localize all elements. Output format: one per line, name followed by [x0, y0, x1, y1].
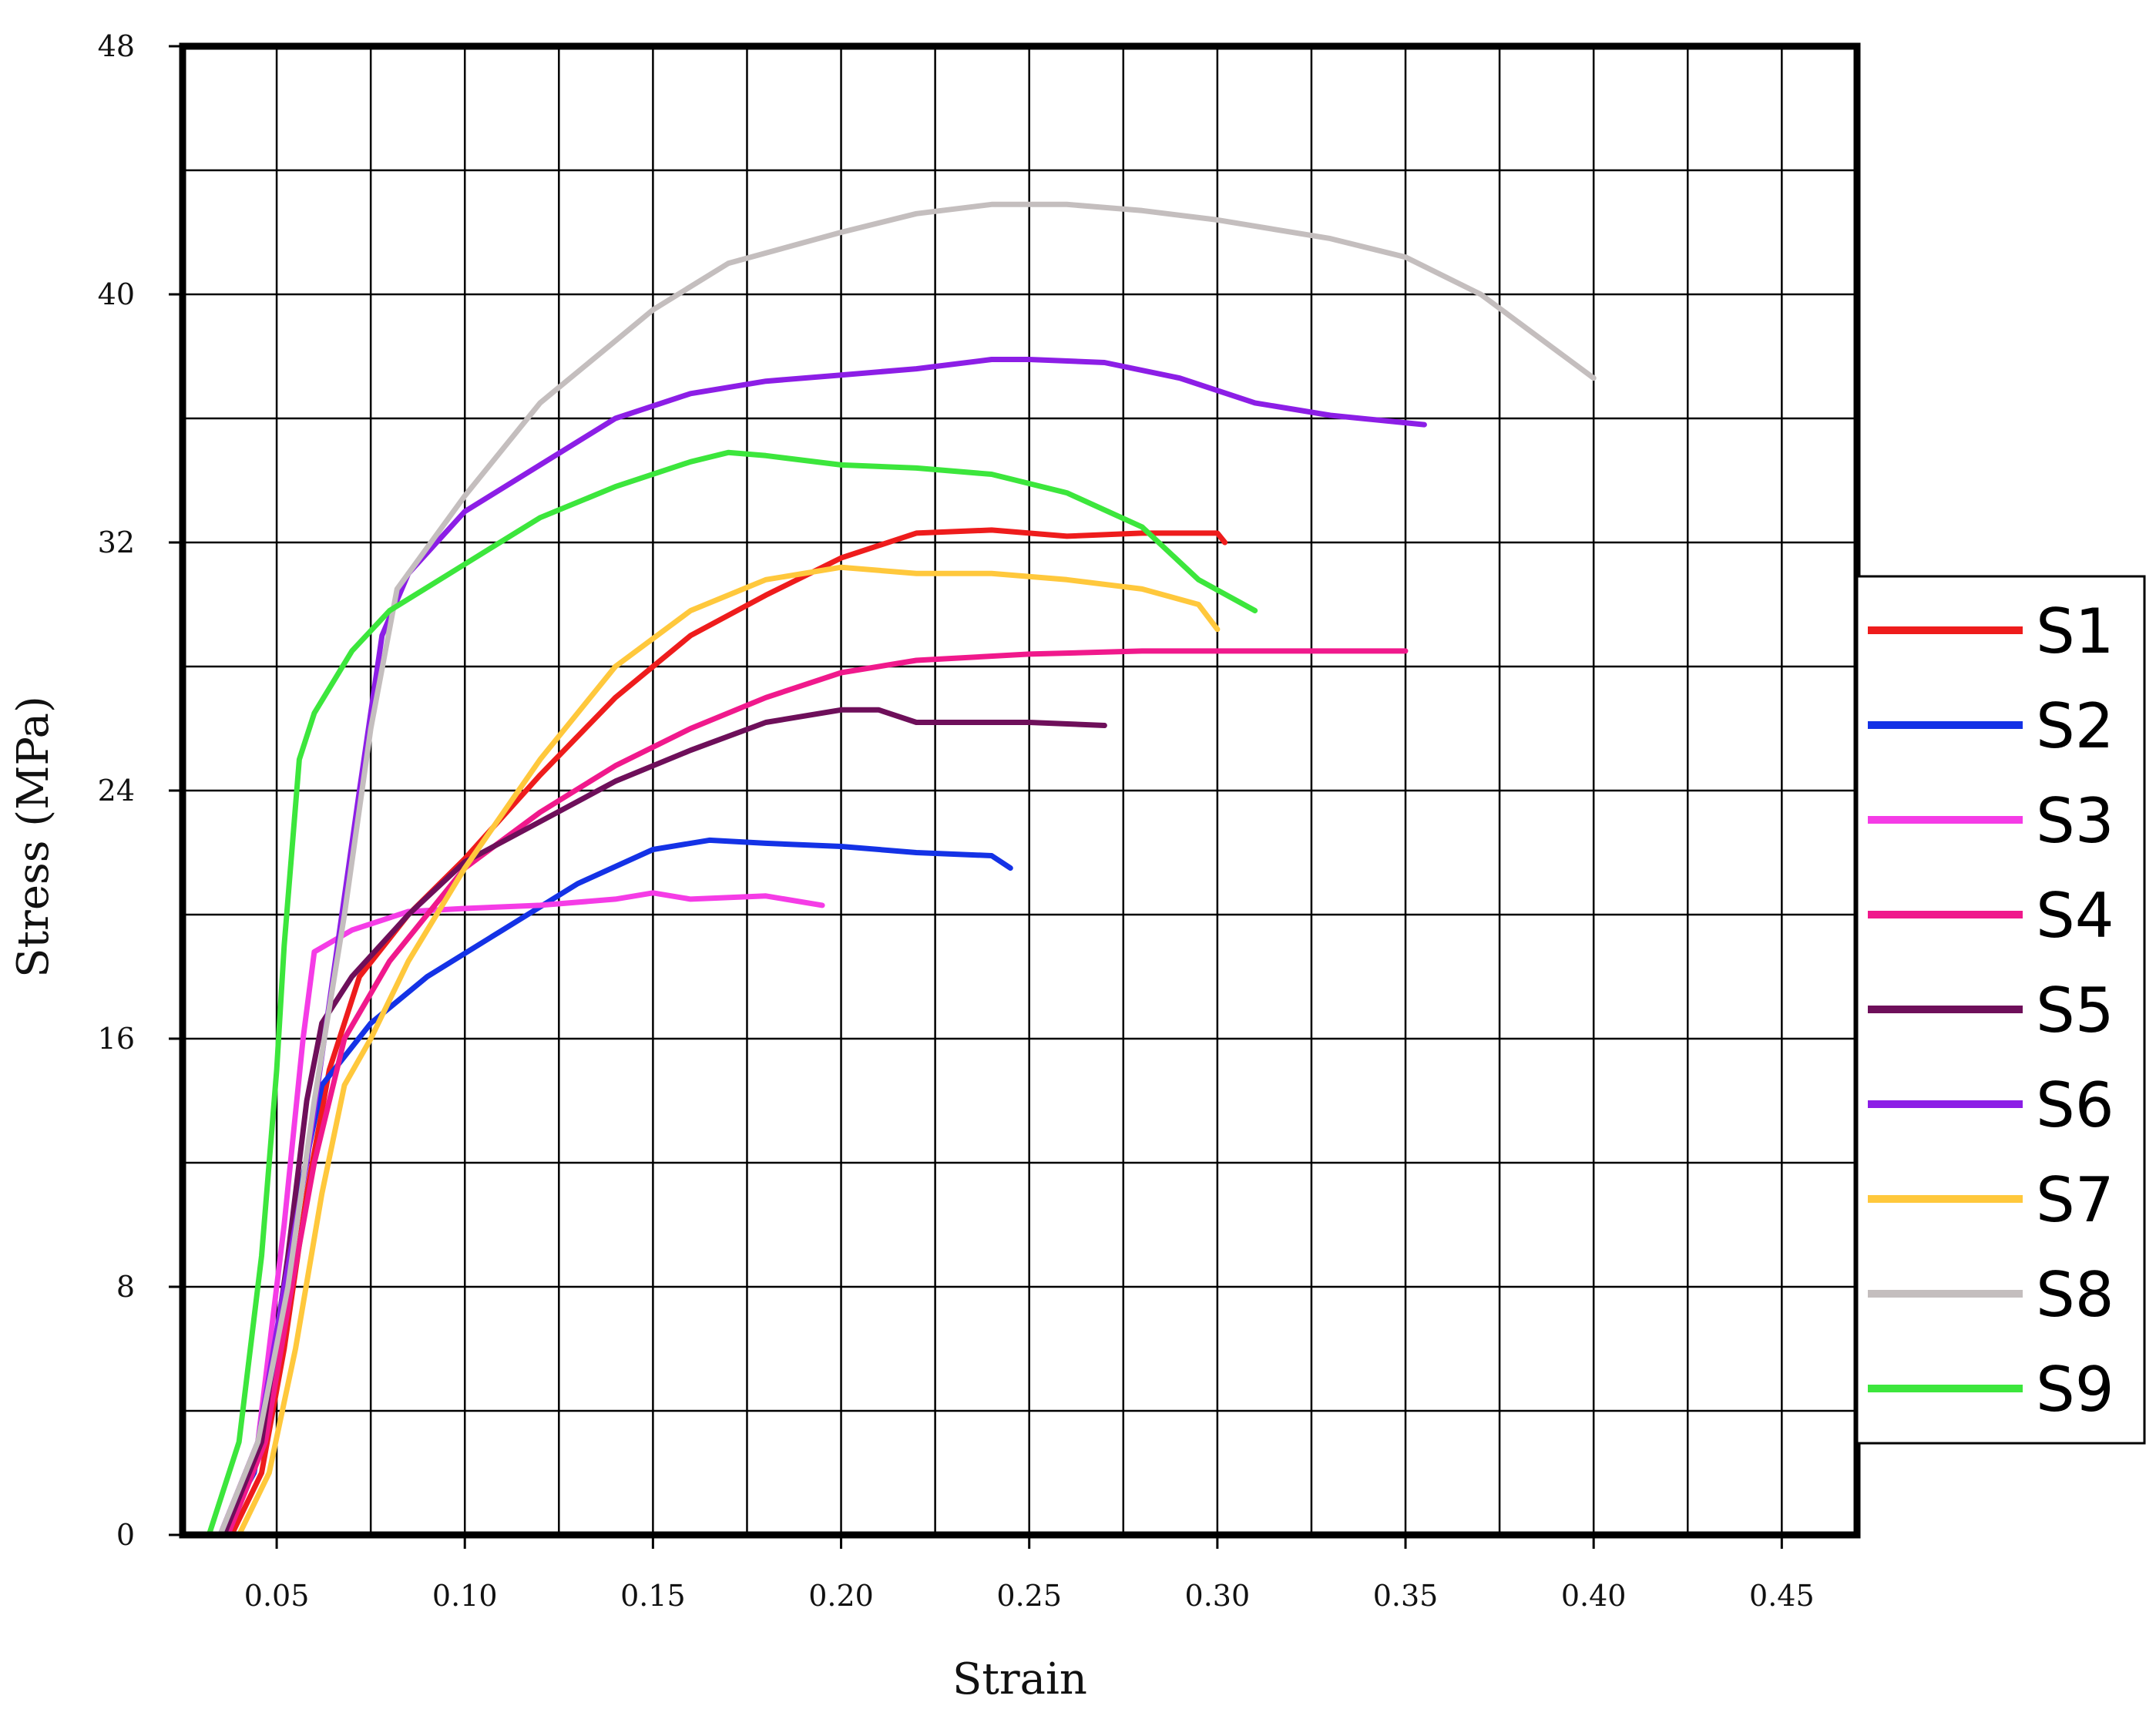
legend-label-s1: S1 — [2036, 596, 2114, 667]
x-tick-label: 0.40 — [1561, 1579, 1627, 1613]
y-tick-label: 24 — [98, 774, 135, 808]
legend-label-s4: S4 — [2036, 880, 2114, 952]
x-tick-label: 0.05 — [244, 1579, 310, 1613]
legend-label-s7: S7 — [2036, 1164, 2114, 1236]
x-axis-ticks: 0.05 0.10 0.15 0.20 0.25 0.30 0.35 0.40 0.45 — [244, 1535, 1815, 1613]
y-tick-label: 48 — [98, 29, 135, 63]
x-axis-title: Strain — [952, 1654, 1087, 1704]
x-tick-label: 0.20 — [808, 1579, 874, 1613]
x-tick-label: 0.30 — [1185, 1579, 1251, 1613]
x-tick-label: 0.15 — [620, 1579, 686, 1613]
y-tick-label: 0 — [116, 1518, 135, 1552]
y-axis-ticks: 0 8 16 24 32 40 48 — [98, 29, 183, 1552]
series-line-s8 — [217, 201, 1597, 1538]
x-tick-label: 0.10 — [432, 1579, 498, 1613]
y-tick-label: 40 — [98, 277, 135, 311]
legend-label-s3: S3 — [2036, 785, 2114, 857]
x-tick-label: 0.35 — [1373, 1579, 1439, 1613]
x-tick-label: 0.45 — [1749, 1579, 1815, 1613]
legend-label-s9: S9 — [2036, 1354, 2114, 1425]
data-series — [206, 201, 1597, 1538]
grid — [183, 46, 1857, 1535]
legend-label-s5: S5 — [2036, 975, 2114, 1046]
y-axis-title: Stress (MPa) — [8, 696, 59, 978]
legend-label-s6: S6 — [2036, 1070, 2114, 1141]
legend-label-s2: S2 — [2036, 690, 2114, 762]
y-tick-label: 8 — [116, 1270, 135, 1304]
x-tick-label: 0.25 — [996, 1579, 1062, 1613]
series-line-s9 — [206, 449, 1258, 1538]
legend: S1 S2 S3 S4 S5 S6 S7 S8 S9 — [1855, 575, 2146, 1445]
y-tick-label: 16 — [98, 1022, 135, 1056]
series-line-s5 — [221, 707, 1107, 1538]
y-tick-label: 32 — [98, 526, 135, 559]
legend-label-s8: S8 — [2036, 1259, 2114, 1331]
series-line-s7 — [236, 564, 1221, 1538]
series-line-s4 — [225, 648, 1409, 1538]
